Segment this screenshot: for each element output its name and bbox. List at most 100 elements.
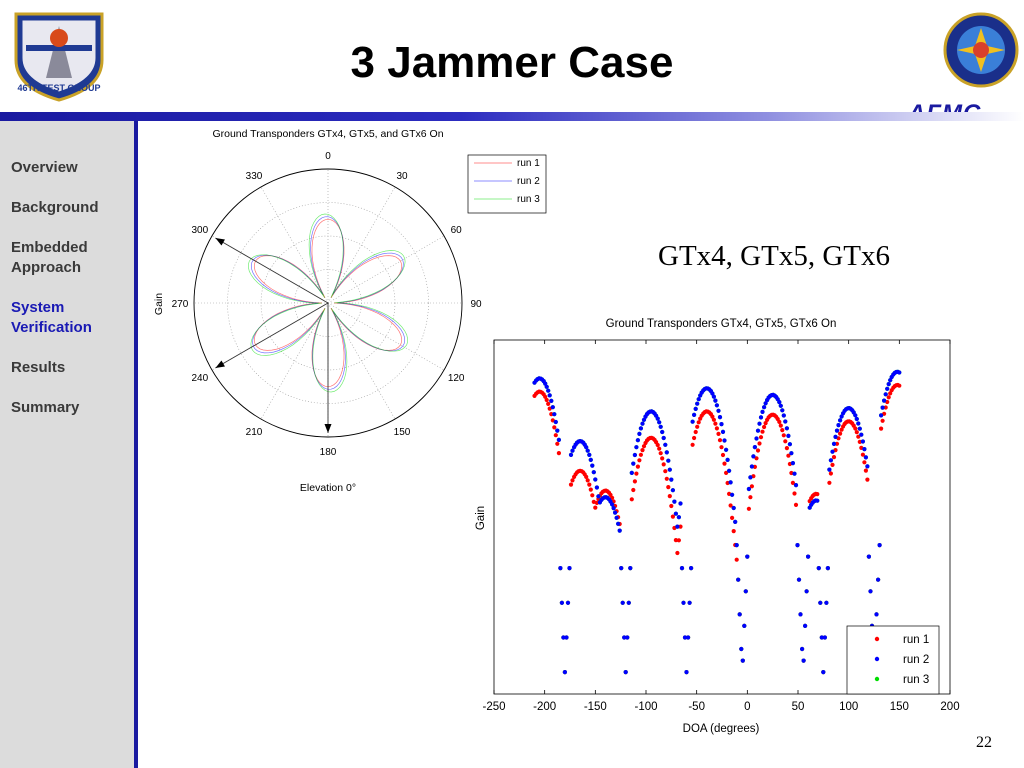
polar-spoke <box>260 302 329 420</box>
scatter-point-run-2 <box>610 502 615 507</box>
scatter-point-run-2 <box>821 670 826 675</box>
scatter-point-run-1 <box>660 456 665 461</box>
scatter-point-run-2 <box>816 566 821 571</box>
scatter-point-run-2 <box>622 635 627 640</box>
sidebar-item-background[interactable]: Background <box>11 199 99 216</box>
scatter-point-run-2 <box>758 415 764 420</box>
sidebar-item-embedded-approach[interactable]: Embedded Approach <box>11 239 88 276</box>
scatter-point-run-2 <box>777 400 782 405</box>
polar-xlabel: Elevation 0° <box>300 482 356 494</box>
scatter-point-run-1 <box>635 464 640 469</box>
scatter-point-run-2 <box>733 519 738 524</box>
scatter-point-run-1 <box>673 538 678 543</box>
scatter-point-run-2 <box>661 435 666 441</box>
scatter-point-run-2 <box>876 577 881 582</box>
polar-chart: Ground Transponders GTx4, GTx5, and GTx6… <box>153 128 547 494</box>
scatter-point-run-1 <box>854 430 859 435</box>
scatter-point-run-2 <box>736 577 741 582</box>
scatter-point-run-1 <box>593 505 598 510</box>
scatter-point-run-2 <box>692 412 697 417</box>
test-group-shield-logo: 46TH TEST GROUP <box>14 12 104 102</box>
polar-outer-ring <box>193 168 463 438</box>
scatter-point-run-1 <box>728 503 733 508</box>
scatter-xtick-label: 0 <box>744 701 750 713</box>
scatter-point-run-1 <box>865 477 870 482</box>
polar-angle-tick: 330 <box>246 171 263 182</box>
scatter-point-run-2 <box>886 382 891 387</box>
scatter-point-run-2 <box>778 403 783 408</box>
polar-angle-tick: 210 <box>246 427 263 438</box>
scatter-point-run-2 <box>617 528 622 533</box>
scatter-point-run-1 <box>886 395 891 400</box>
scatter-point-run-1 <box>693 429 698 435</box>
scatter-point-run-1 <box>762 424 767 430</box>
scatter-point-run-2 <box>690 419 695 424</box>
scatter-point-run-2 <box>882 398 887 403</box>
scatter-point-run-2 <box>734 543 739 548</box>
scatter-point-run-2 <box>593 477 598 482</box>
scatter-point-run-2 <box>616 521 621 526</box>
scatter-legend-label: run 2 <box>903 654 929 666</box>
scatter-ylabel: Gain <box>475 506 487 530</box>
scatter-point-run-2 <box>781 413 786 418</box>
scatter-point-run-2 <box>792 471 797 476</box>
scatter-point-run-2 <box>669 477 674 482</box>
scatter-point-run-1 <box>670 514 675 519</box>
polar-angle-tick: 270 <box>172 299 189 310</box>
scatter-point-run-2 <box>614 515 619 520</box>
scatter-point-run-1 <box>638 452 643 457</box>
scatter-legend-marker <box>874 676 880 682</box>
scatter-point-run-1 <box>676 538 681 543</box>
scatter-point-run-2 <box>562 670 567 675</box>
scatter-point-run-2 <box>859 432 864 437</box>
scatter-point-run-2 <box>796 577 802 582</box>
sidebar-item-system-verification[interactable]: System Verification <box>11 299 92 336</box>
scatter-point-run-1 <box>587 482 592 487</box>
scatter-point-run-1 <box>640 448 645 453</box>
polar-angle-tick: 180 <box>320 447 337 458</box>
scatter-point-run-1 <box>678 524 683 529</box>
scatter-point-run-2 <box>752 445 757 450</box>
scatter-point-run-2 <box>885 386 890 391</box>
scatter-point-run-1 <box>716 431 721 436</box>
scatter-point-run-1 <box>675 550 680 556</box>
scatter-point-run-2 <box>763 401 768 406</box>
svg-text:46TH TEST GROUP: 46TH TEST GROUP <box>17 83 100 93</box>
scatter-point-run-2 <box>800 646 805 652</box>
sidebar-item-overview[interactable]: Overview <box>11 159 78 176</box>
scatter-point-run-1 <box>690 442 695 447</box>
scatter-point-run-2 <box>874 612 879 617</box>
sidebar-item-summary[interactable]: Summary <box>11 399 80 416</box>
scatter-point-run-2 <box>757 421 762 426</box>
scatter-point-run-2 <box>570 448 575 453</box>
polar-legend-label: run 3 <box>517 194 540 205</box>
scatter-point-run-2 <box>673 511 678 516</box>
scatter-legend-marker <box>874 636 880 642</box>
scatter-point-run-2 <box>628 566 633 571</box>
scatter-point-run-2 <box>679 566 685 571</box>
scatter-point-run-1 <box>790 480 795 485</box>
scatter-point-run-1 <box>827 480 832 485</box>
scatter-point-run-1 <box>543 394 548 399</box>
scatter-point-run-2 <box>640 421 645 426</box>
scatter-point-run-1 <box>629 497 634 502</box>
scatter-point-run-1 <box>758 435 764 440</box>
scatter-point-run-2 <box>883 392 888 397</box>
scatter-legend-label: run 3 <box>903 674 929 686</box>
scatter-point-run-1 <box>553 433 558 438</box>
scatter-point-run-2 <box>543 381 548 386</box>
scatter-title: Ground Transponders GTx4, GTx5, GTx6 On <box>606 318 837 330</box>
polar-spoke <box>327 302 445 371</box>
scatter-point-run-2 <box>634 445 639 450</box>
scatter-point-run-2 <box>801 658 806 663</box>
scatter-point-run-2 <box>568 452 574 457</box>
scatter-point-run-2 <box>631 461 636 466</box>
scatter-point-run-1 <box>731 529 736 534</box>
scatter-chart: Ground Transponders GTx4, GTx5, GTx6 On … <box>475 318 960 735</box>
polar-angle-tick: 240 <box>191 373 208 384</box>
scatter-point-run-2 <box>678 501 683 506</box>
scatter-point-run-2 <box>739 646 744 652</box>
sidebar-item-results[interactable]: Results <box>11 359 66 376</box>
scatter-point-run-1 <box>657 446 662 451</box>
scatter-point-run-1 <box>549 412 554 417</box>
